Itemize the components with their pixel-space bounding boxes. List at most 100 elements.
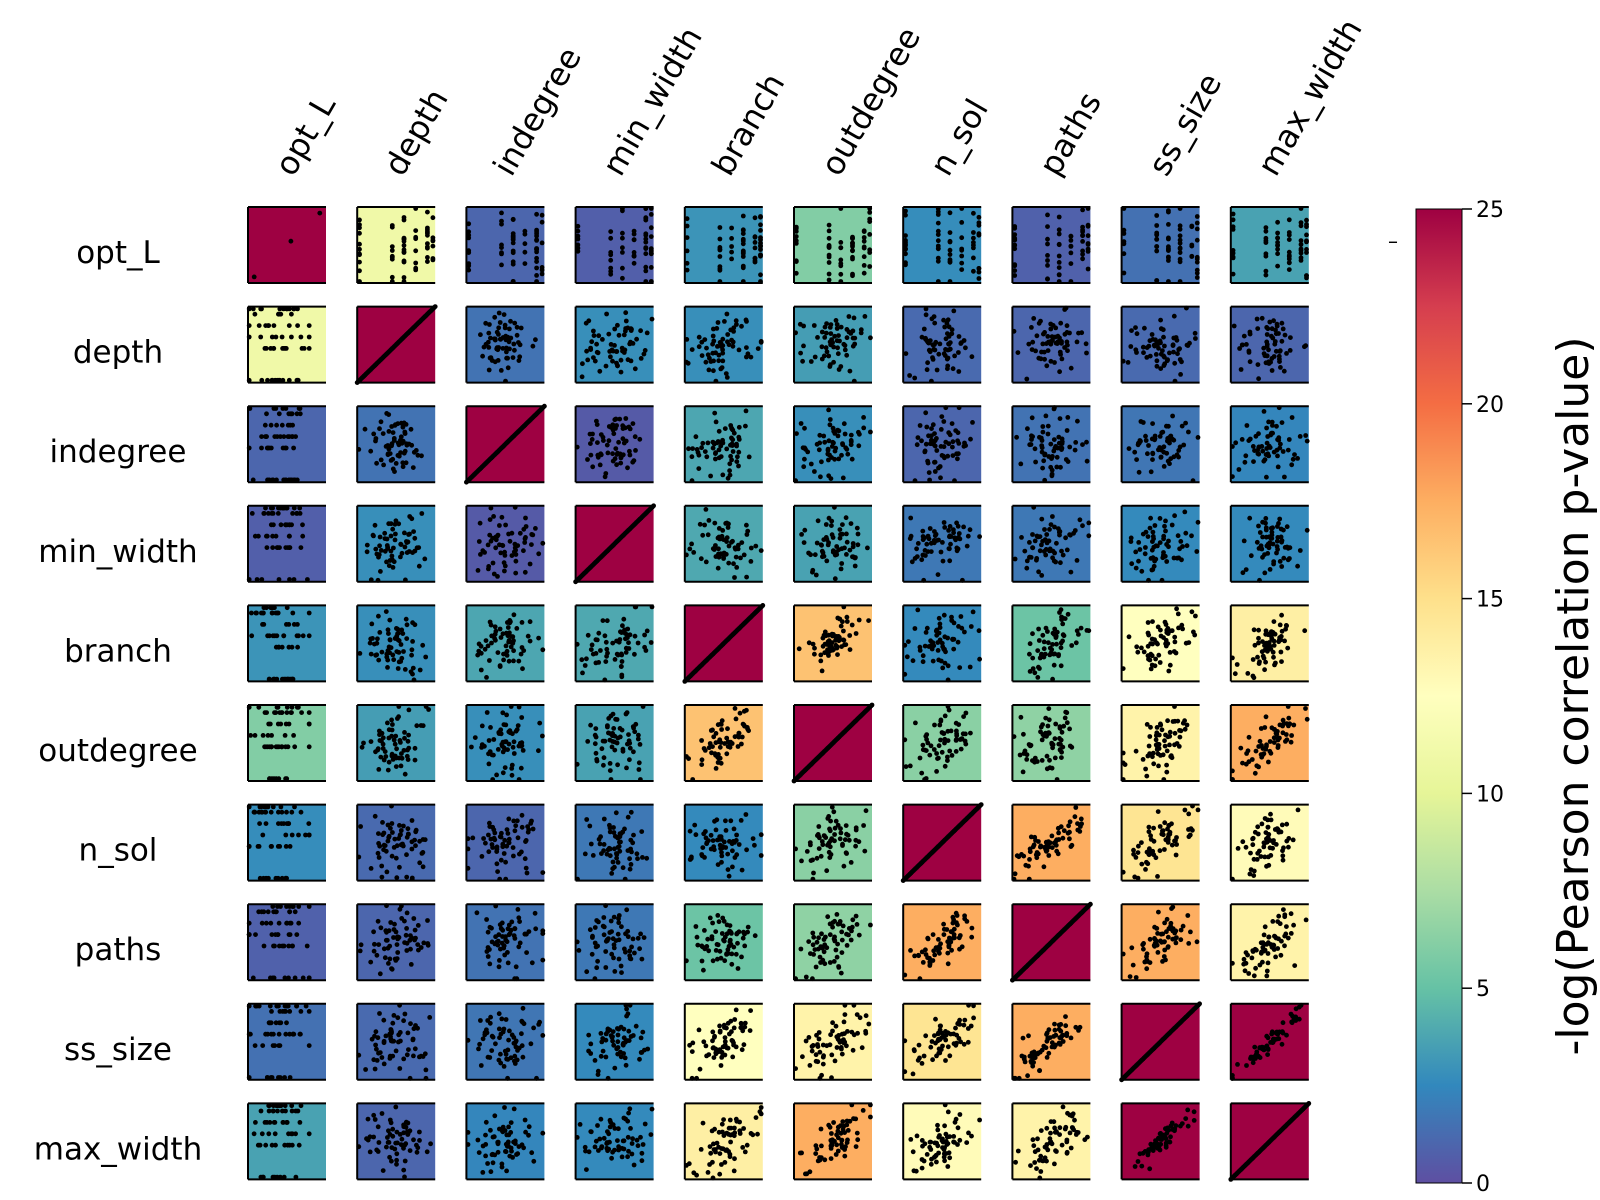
scatter-point	[584, 656, 589, 662]
scatter-point	[1181, 442, 1187, 448]
scatter-point	[623, 416, 629, 421]
scatter-point	[802, 456, 807, 462]
scatter-point	[356, 447, 362, 452]
scatter-point	[1039, 542, 1044, 548]
scatter-point	[1244, 423, 1250, 428]
scatter-point	[378, 457, 384, 463]
scatter-point	[271, 975, 277, 981]
scatter-point	[417, 860, 423, 866]
scatter-point	[740, 254, 746, 259]
scatter-point	[476, 539, 482, 544]
scatter-point	[848, 439, 854, 445]
scatter-point	[1032, 446, 1038, 452]
scatter-point	[934, 436, 939, 441]
scatter-point	[841, 421, 847, 427]
scatter-point	[1193, 613, 1198, 619]
scatter-point	[1154, 213, 1160, 218]
scatter-point	[1286, 715, 1292, 721]
scatter-point	[739, 540, 745, 545]
scatter-point	[1151, 838, 1157, 844]
scatter-point	[1279, 628, 1285, 634]
cell-depth-indegree	[465, 305, 545, 384]
scatter-point	[643, 268, 649, 274]
scatter-point	[1024, 558, 1030, 564]
scatter-point	[618, 369, 624, 375]
scatter-point	[824, 349, 830, 355]
scatter-point	[1266, 361, 1272, 366]
scatter-point	[1264, 344, 1270, 349]
scatter-point	[405, 826, 411, 832]
scatter-point	[834, 544, 840, 549]
scatter-point	[1286, 844, 1291, 850]
scatter-point	[1238, 367, 1244, 372]
scatter-point	[618, 455, 624, 461]
scatter-point	[379, 874, 385, 880]
scatter-point	[614, 855, 619, 861]
scatter-point	[1046, 706, 1052, 711]
scatter-point	[923, 776, 929, 781]
scatter-point	[1265, 551, 1271, 556]
scatter-point	[357, 279, 362, 284]
scatter-point	[635, 640, 641, 646]
scatter-point	[947, 558, 953, 564]
scatter-point	[361, 740, 366, 746]
scatter-point	[829, 337, 834, 342]
cell-n_sol-depth	[356, 803, 436, 882]
scatter-point	[1280, 857, 1286, 863]
scatter-point	[618, 460, 624, 466]
scatter-point	[967, 527, 973, 533]
scatter-point	[957, 665, 963, 670]
scatter-point	[1190, 827, 1195, 833]
scatter-point	[1247, 871, 1253, 877]
scatter-point	[256, 704, 262, 710]
scatter-point	[793, 224, 799, 230]
scatter-point	[502, 837, 508, 843]
scatter-point	[1144, 345, 1150, 350]
cell-indegree-opt_L	[246, 405, 326, 484]
scatter-point	[533, 926, 539, 932]
scatter-point	[1134, 331, 1140, 337]
cell-outdegree-paths	[1011, 704, 1091, 782]
scatter-point	[1012, 246, 1018, 252]
scatter-point	[595, 440, 600, 445]
scatter-point	[402, 918, 407, 924]
scatter-point	[1263, 225, 1269, 231]
scatter-point	[497, 626, 503, 632]
scatter-point	[1133, 325, 1138, 330]
scatter-point	[699, 762, 705, 767]
scatter-point	[941, 351, 947, 357]
scatter-point	[419, 851, 425, 856]
scatter-point	[1028, 555, 1034, 560]
scatter-point	[1166, 823, 1172, 829]
scatter-point	[952, 478, 957, 484]
scatter-point	[684, 216, 690, 222]
scatter-point	[624, 710, 630, 715]
scatter-point	[1012, 243, 1018, 248]
scatter-point	[306, 610, 312, 616]
scatter-point	[969, 354, 975, 360]
scatter-point	[801, 343, 806, 349]
scatter-point	[1281, 368, 1287, 374]
scatter-point	[704, 454, 710, 460]
scatter-point	[379, 863, 385, 869]
scatter-point	[861, 270, 867, 276]
scatter-point	[724, 539, 729, 544]
scatter-point	[907, 373, 912, 378]
scatter-point	[1284, 351, 1289, 356]
scatter-point	[693, 434, 699, 440]
scatter-point	[601, 816, 607, 822]
scatter-point	[510, 731, 515, 737]
scatter-point	[380, 820, 385, 825]
scatter-point	[1271, 740, 1277, 745]
scatter-point	[713, 456, 718, 462]
scatter-point	[612, 846, 617, 852]
scatter-point	[1169, 842, 1175, 848]
scatter-point	[950, 366, 956, 372]
cell-branch-n_sol	[902, 604, 982, 683]
scatter-point	[1297, 434, 1303, 439]
scatter-point	[604, 311, 609, 317]
scatter-point	[743, 812, 749, 817]
scatter-point	[394, 942, 400, 947]
scatter-point	[1041, 331, 1046, 337]
scatter-point	[1230, 217, 1236, 223]
